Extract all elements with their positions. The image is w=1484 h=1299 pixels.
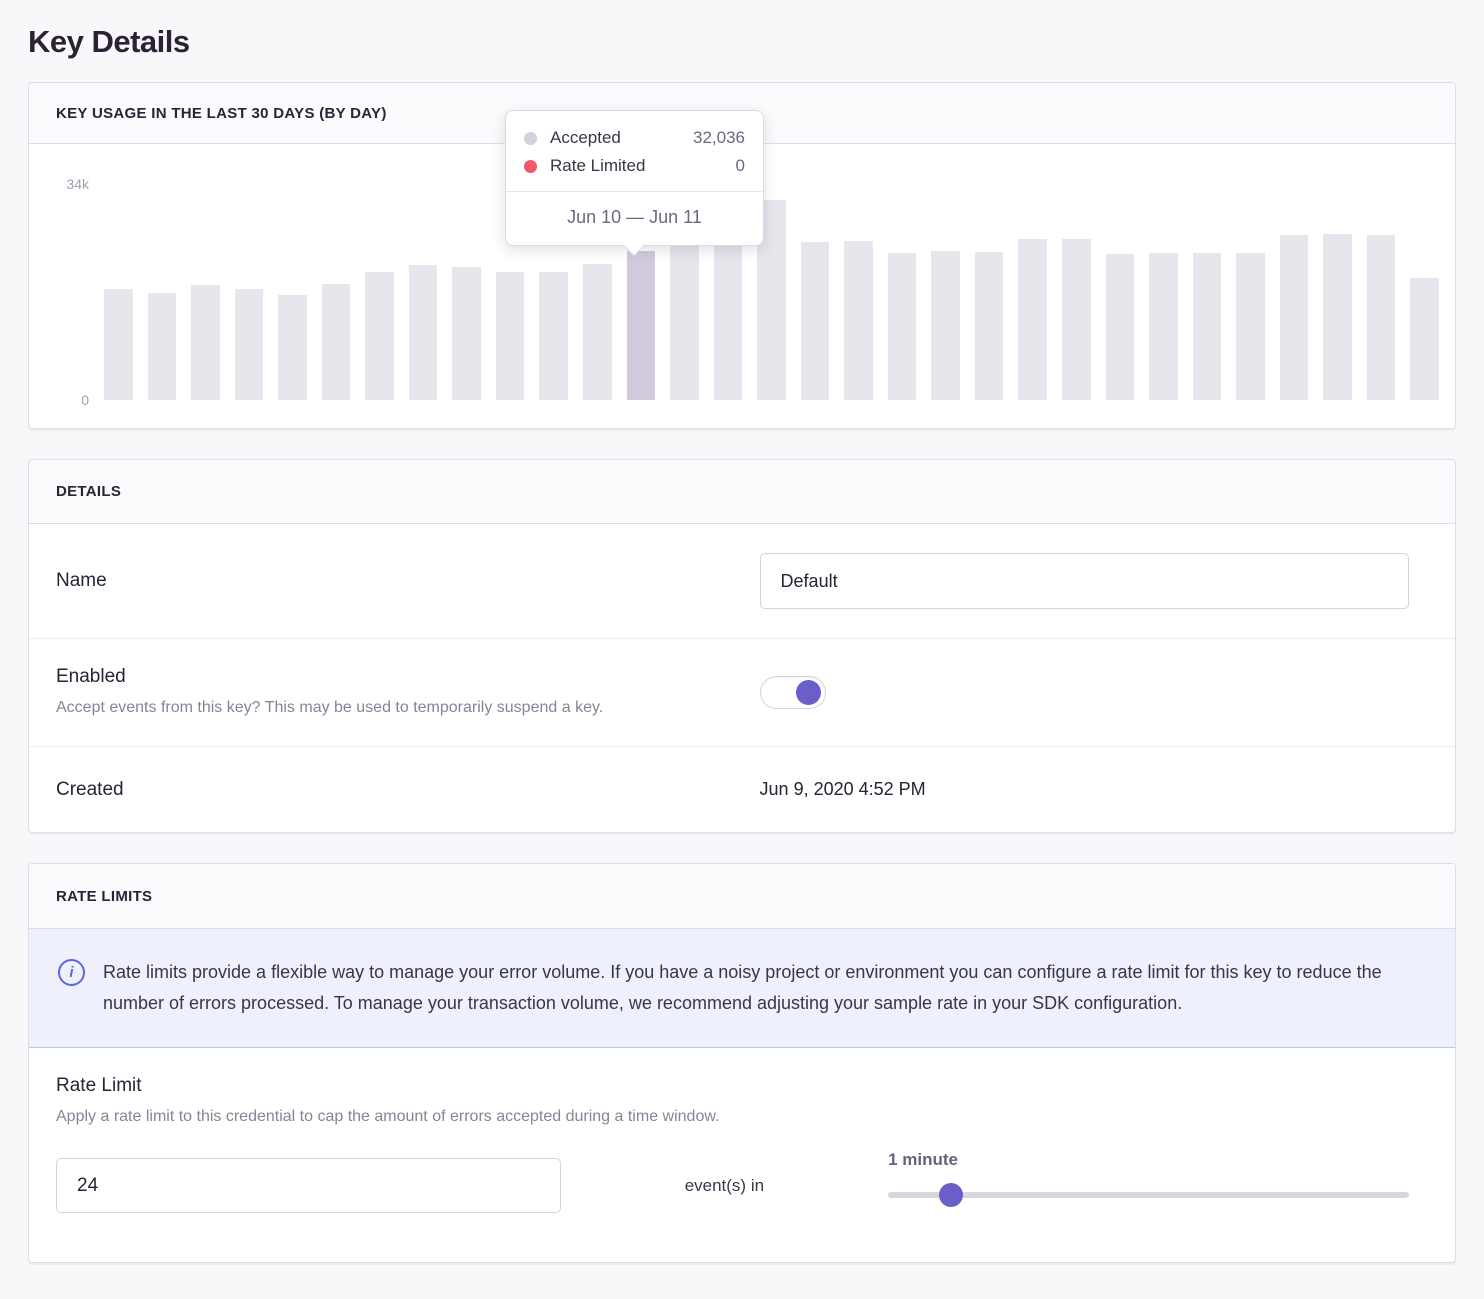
created-label-col: Created [56,779,760,801]
chart-bar[interactable] [713,238,743,400]
chart-bar[interactable] [1279,234,1309,400]
info-icon: i [58,959,85,986]
rate-limits-info-text: Rate limits provide a flexible way to ma… [103,962,1382,1013]
chart-bar[interactable] [452,267,481,400]
chart-tooltip-legend: Accepted 32,036 Rate Limited 0 [506,111,763,191]
details-panel: DETAILS Name Enabled Accept events from … [28,459,1456,833]
rate-limit-label: Rate Limit [56,1075,142,1096]
rate-limits-info-alert: i Rate limits provide a flexible way to … [29,929,1455,1048]
rate-limit-description: Apply a rate limit to this credential to… [56,1108,720,1125]
chart-bar[interactable] [495,272,525,400]
chart-bar[interactable] [147,293,177,400]
y-axis-min-label: 0 [81,392,89,408]
chart-bar[interactable] [800,241,830,400]
tooltip-row-accepted: Accepted 32,036 [524,124,745,152]
accepted-value: 32,036 [693,128,745,147]
enabled-description: Accept events from this key? This may be… [56,698,604,716]
chart-bar[interactable] [365,272,394,400]
key-usage-panel-title: KEY USAGE IN THE LAST 30 DAYS (BY DAY) [56,104,387,122]
created-label: Created [56,778,124,800]
chart-bar[interactable] [104,288,133,400]
accepted-label: Accepted [550,128,621,147]
name-label: Name [56,570,107,591]
slider-track[interactable] [888,1183,1409,1208]
chart-bar[interactable] [887,253,917,400]
enabled-row: Enabled Accept events from this key? Thi… [29,639,1455,747]
chart-bar[interactable] [626,250,656,400]
details-panel-title: DETAILS [56,483,122,500]
chart-bar[interactable] [1410,277,1439,400]
accepted-legend-dot-icon [524,131,537,145]
created-value: Jun 9, 2020 4:52 PM [759,779,926,799]
rate-limits-panel-header: RATE LIMITS [29,864,1455,929]
rate-limit-window-slider: 1 minute [888,1150,1409,1213]
chart-bar[interactable] [539,272,569,400]
slider-window-label: 1 minute [888,1150,958,1170]
rate-limit-section: Rate Limit Apply a rate limit to this cr… [29,1048,1455,1262]
chart-bar[interactable] [234,288,264,400]
created-row: Created Jun 9, 2020 4:52 PM [29,747,1455,832]
chart-bar[interactable] [408,265,438,400]
chart-bar[interactable] [1105,253,1135,400]
slider-knob[interactable] [938,1183,963,1208]
chart-bar[interactable] [931,250,960,400]
chart-bar[interactable] [278,295,307,400]
rate-limited-value: 0 [735,156,745,175]
page-title: Key Details [28,24,190,59]
usage-bar-chart: 34k 0 [29,144,1455,428]
chart-bar[interactable] [1323,233,1352,400]
rate-limited-label: Rate Limited [550,156,646,175]
chart-bar[interactable] [1236,253,1265,400]
chart-bar[interactable] [1018,238,1048,400]
rate-limits-panel: RATE LIMITS i Rate limits provide a flex… [28,863,1456,1264]
rate-limited-legend-dot-icon [524,159,537,173]
y-axis-max-label: 34k [66,176,89,192]
toggle-knob [795,680,821,705]
enabled-toggle[interactable] [759,676,826,709]
tooltip-row-rate-limited: Rate Limited 0 [524,152,745,180]
chart-bar[interactable] [191,284,220,400]
enabled-label-col: Enabled Accept events from this key? Thi… [56,666,760,719]
rate-limit-controls: event(s) in 1 minute [56,1150,1409,1214]
rate-limit-connector-label: event(s) in [684,1175,765,1195]
details-panel-header: DETAILS [29,460,1455,524]
chart-bar[interactable] [1366,234,1396,400]
rate-limit-count-input[interactable] [56,1158,561,1214]
tooltip-period: Jun 10 — Jun 11 [506,191,763,245]
chart-bar[interactable] [974,252,1004,400]
chart-tooltip: Accepted 32,036 Rate Limited 0 Jun 10 — … [505,110,764,246]
bar-chart-bars [104,185,1439,400]
chart-bar[interactable] [844,241,873,400]
chart-bar[interactable] [1149,253,1178,400]
enabled-label: Enabled [56,665,126,687]
key-details-page: Key Details KEY USAGE IN THE LAST 30 DAY… [0,0,1484,1263]
rate-limits-panel-title: RATE LIMITS [56,887,153,905]
chart-bar[interactable] [1192,253,1222,400]
name-input[interactable] [759,553,1409,609]
chart-bar[interactable] [670,238,699,400]
chart-bar[interactable] [321,284,351,400]
chart-bar[interactable] [1062,238,1091,400]
name-row: Name [29,524,1455,639]
chart-bar[interactable] [583,264,612,400]
name-label-col: Name [56,570,760,592]
